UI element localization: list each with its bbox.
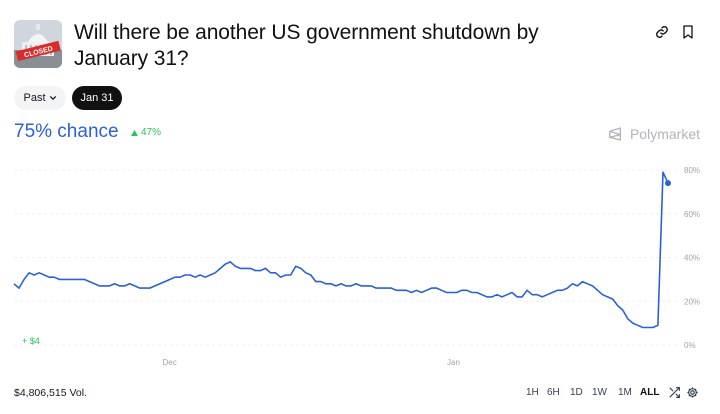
timeframe-all[interactable]: ALL xyxy=(640,387,660,398)
y-tick-label: 20% xyxy=(684,297,700,306)
brand-logo: Polymarket xyxy=(607,126,700,142)
y-tick-label: 0% xyxy=(684,341,696,350)
triangle-up-icon xyxy=(131,129,138,136)
timeframe-1m[interactable]: 1M xyxy=(618,387,632,398)
x-tick-label: Dec xyxy=(163,358,177,367)
brand-name: Polymarket xyxy=(629,126,700,142)
timeframe-1w[interactable]: 1W xyxy=(592,387,607,398)
timeframe-6h[interactable]: 6H xyxy=(547,387,560,398)
settings-icon[interactable] xyxy=(686,386,700,400)
past-filter-label: Past xyxy=(23,92,46,104)
market-thumbnail: CLOSED xyxy=(14,20,62,68)
date-filter-label: Jan 31 xyxy=(80,92,114,104)
change-indicator: 47% xyxy=(131,127,161,138)
current-point xyxy=(665,180,671,187)
past-filter-button[interactable]: Past xyxy=(14,86,66,110)
change-value: 47% xyxy=(141,127,162,138)
bookmark-icon[interactable] xyxy=(678,22,698,42)
shuffle-icon[interactable] xyxy=(668,386,682,400)
price-chart: 80% 60% 40% 20% 0% Dec Jan + $4 xyxy=(13,166,700,367)
chance-value: 75% chance xyxy=(14,121,119,142)
y-tick-label: 80% xyxy=(684,166,700,175)
chevron-down-icon xyxy=(49,96,56,101)
timeframe-1h[interactable]: 1H xyxy=(526,387,539,398)
market-title: Will there be another US government shut… xyxy=(74,21,539,70)
polymarket-icon xyxy=(608,127,621,141)
y-tick-label: 40% xyxy=(684,254,700,263)
link-icon[interactable] xyxy=(652,22,672,42)
volume-change-annotation: + $4 xyxy=(22,336,40,346)
volume-label: $4,806,515 Vol. xyxy=(14,387,87,399)
y-tick-label: 60% xyxy=(684,210,700,219)
timeframe-1d[interactable]: 1D xyxy=(570,387,583,398)
capitol-closed-image: CLOSED xyxy=(14,20,62,68)
x-tick-label: Jan xyxy=(447,358,460,367)
date-filter-button[interactable]: Jan 31 xyxy=(72,86,122,110)
series-line xyxy=(13,171,669,329)
